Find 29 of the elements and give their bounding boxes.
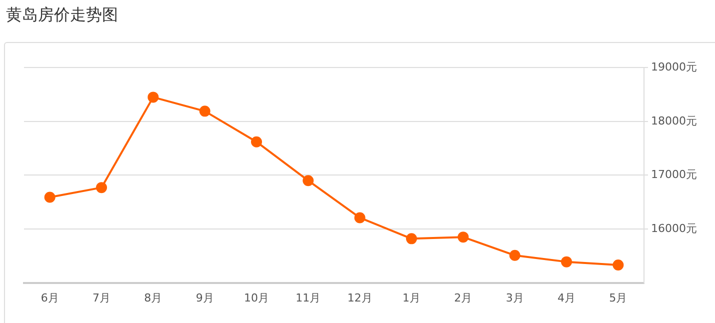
point [199,106,210,117]
x-tick-label: 6月 [40,291,59,304]
point [612,260,624,271]
x-tick-label: 4月 [558,291,576,304]
y-tick-label: 19000元 [651,60,698,74]
point [406,233,418,244]
point [561,256,572,268]
y-tick-label: 16000元 [651,222,698,235]
point [96,182,107,194]
point [148,92,159,103]
x-tick-label: 7月 [92,291,110,304]
x-tick-label: 10月 [244,291,270,304]
point [458,232,469,243]
x-tick-label: 8月 [144,291,162,304]
x-tick-label: 5月 [609,291,628,304]
chart-title: 黄岛房价走势图 [6,5,118,26]
x-tick-label: 9月 [196,291,214,304]
x-tick-label: 12月 [347,291,372,304]
x-tick-label: 2月 [454,291,472,304]
x-tick-label: 1月 [402,291,421,304]
y-tick-label: 17000元 [651,168,698,182]
point [302,175,314,186]
x-tick-label: 11月 [296,291,321,304]
y-tick-label: 18000元 [651,114,698,128]
x-tick-label: 3月 [506,291,524,304]
point [509,250,520,261]
point [354,212,366,224]
point [44,192,56,203]
point [251,136,262,148]
